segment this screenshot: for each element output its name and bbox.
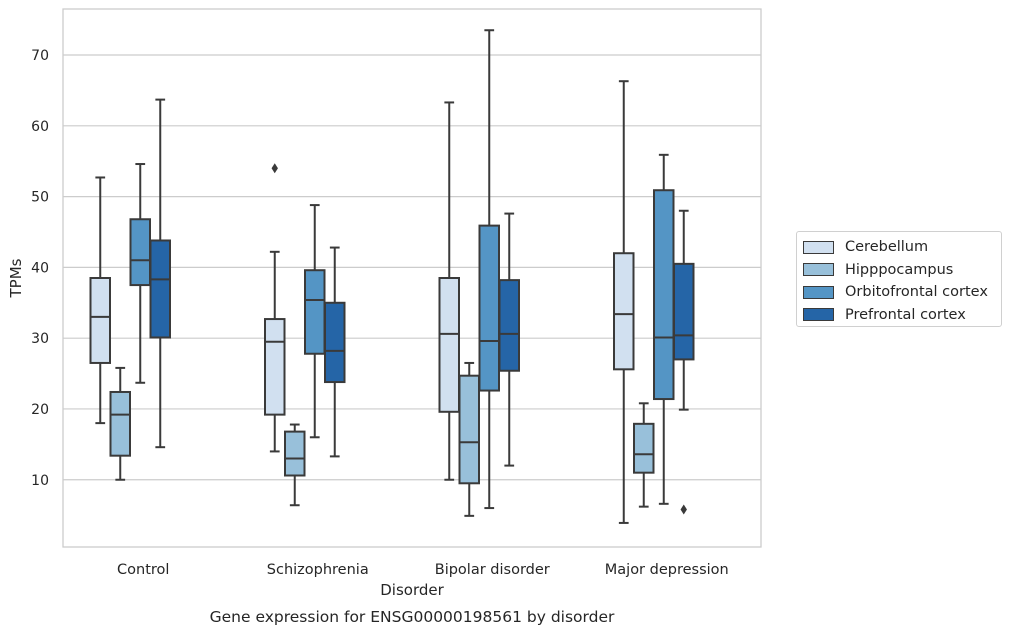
legend-swatch [803, 285, 834, 299]
legend-item: Orbitofrontal cortex [803, 281, 1001, 304]
box-group [264, 163, 286, 453]
box-group [324, 246, 346, 458]
legend-item: Cerebellum [803, 236, 1001, 259]
iqr-box [304, 269, 326, 355]
legend-label: Orbitofrontal cortex [845, 284, 988, 301]
iqr-box [613, 252, 635, 371]
y-tick-label: 70 [31, 48, 49, 64]
iqr-box [478, 224, 500, 392]
box-group [673, 209, 695, 515]
box-group [284, 423, 306, 507]
x-tick-label: Schizophrenia [267, 562, 369, 578]
x-axis-ticks: Control Schizophrenia Bipolar disorder Majo… [117, 562, 729, 578]
iqr-box [498, 279, 520, 372]
y-tick-label: 60 [31, 119, 49, 135]
iqr-box [109, 390, 131, 457]
y-tick-label: 40 [31, 260, 49, 276]
outlier-point [680, 504, 687, 515]
legend-label: Cerebellum [845, 239, 929, 256]
legend-item: Hipppocampus [803, 259, 1001, 282]
box-group [109, 366, 131, 481]
box-group [613, 80, 635, 524]
iqr-box [633, 422, 655, 474]
legend-swatch [803, 308, 834, 322]
y-tick-label: 10 [31, 473, 49, 489]
box-group [149, 98, 171, 449]
box-group [478, 29, 500, 510]
iqr-box [89, 277, 111, 364]
iqr-box [149, 239, 171, 339]
x-axis-label: Disorder [380, 581, 444, 599]
outlier-point [271, 163, 278, 174]
box-group [633, 402, 655, 508]
y-axis-ticks: 10 20 30 40 50 60 70 [31, 48, 49, 489]
box-group [653, 153, 675, 505]
legend-item: Prefrontal cortex [803, 304, 1001, 327]
plot-boxes [89, 29, 695, 524]
iqr-box [673, 262, 695, 361]
legend: Cerebellum Hipppocampus Orbitofrontal cort… [796, 231, 1002, 327]
x-tick-label: Bipolar disorder [435, 562, 550, 578]
legend-swatch [803, 240, 834, 254]
chart-title: Gene expression for ENSG00000198561 by d… [210, 608, 615, 626]
legend-label: Prefrontal cortex [845, 306, 966, 323]
box-group [129, 163, 151, 384]
iqr-box [438, 277, 460, 413]
y-tick-label: 30 [31, 331, 49, 347]
legend-swatch [803, 263, 834, 277]
iqr-box [653, 189, 675, 401]
iqr-box [264, 318, 286, 416]
plot-area-frame [62, 8, 762, 548]
x-tick-label: Control [117, 562, 169, 578]
y-tick-label: 20 [31, 402, 49, 418]
x-tick-label: Major depression [605, 562, 729, 578]
box-group [458, 361, 480, 517]
iqr-box [129, 218, 151, 287]
iqr-box [284, 430, 306, 477]
box-group [438, 101, 460, 481]
box-group [89, 176, 111, 425]
box-group [304, 204, 326, 439]
y-axis-label: TPMs [7, 258, 25, 298]
y-tick-label: 50 [31, 190, 49, 206]
iqr-box [324, 301, 346, 384]
legend-label: Hipppocampus [845, 261, 954, 278]
grid-lines [63, 54, 761, 481]
box-group [498, 212, 520, 467]
iqr-box [458, 374, 480, 485]
